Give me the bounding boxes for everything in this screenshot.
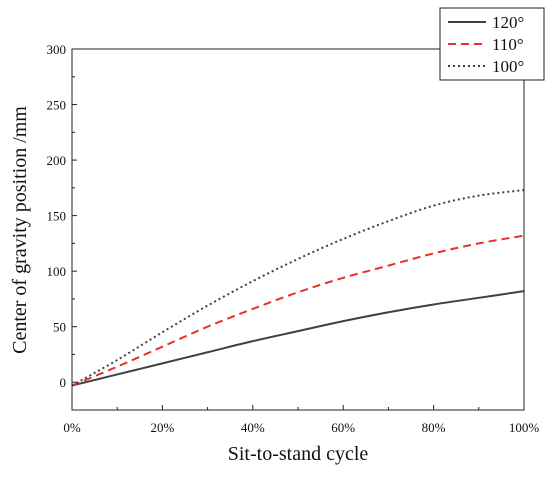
y-tick-label: 250: [47, 98, 67, 113]
y-axis: 0 50 100 150 200 250 300: [47, 42, 77, 390]
x-tick-label: 40%: [241, 420, 265, 435]
y-tick-label: 300: [47, 42, 67, 57]
legend-label-0: 120°: [492, 13, 524, 32]
y-tick-label: 50: [53, 320, 66, 335]
legend: 120° 110° 100°: [439, 7, 545, 81]
plot-frame: [71, 48, 525, 411]
x-tick-label: 0%: [63, 420, 81, 435]
series-line-1: [71, 234, 525, 387]
x-axis-title: Sit-to-stand cycle: [228, 443, 369, 465]
y-tick-label: 150: [47, 209, 67, 224]
series-line-2: [71, 189, 525, 387]
y-tick-label: 100: [47, 264, 67, 279]
y-tick-label: 0: [60, 375, 67, 390]
x-tick-label: 20%: [150, 420, 174, 435]
legend-label-2: 100°: [492, 57, 524, 76]
legend-box: [439, 7, 545, 81]
x-tick-label: 80%: [422, 420, 446, 435]
series-line-0: [71, 290, 525, 387]
y-axis-title: Center of gravity position /mm: [9, 106, 31, 354]
y-tick-label: 200: [47, 153, 67, 168]
x-tick-label: 60%: [331, 420, 355, 435]
x-tick-label: 100%: [509, 420, 540, 435]
plot-lines: [71, 189, 525, 387]
legend-label-1: 110°: [492, 35, 524, 54]
x-axis: 0% 20% 40% 60% 80% 100%: [63, 405, 539, 435]
